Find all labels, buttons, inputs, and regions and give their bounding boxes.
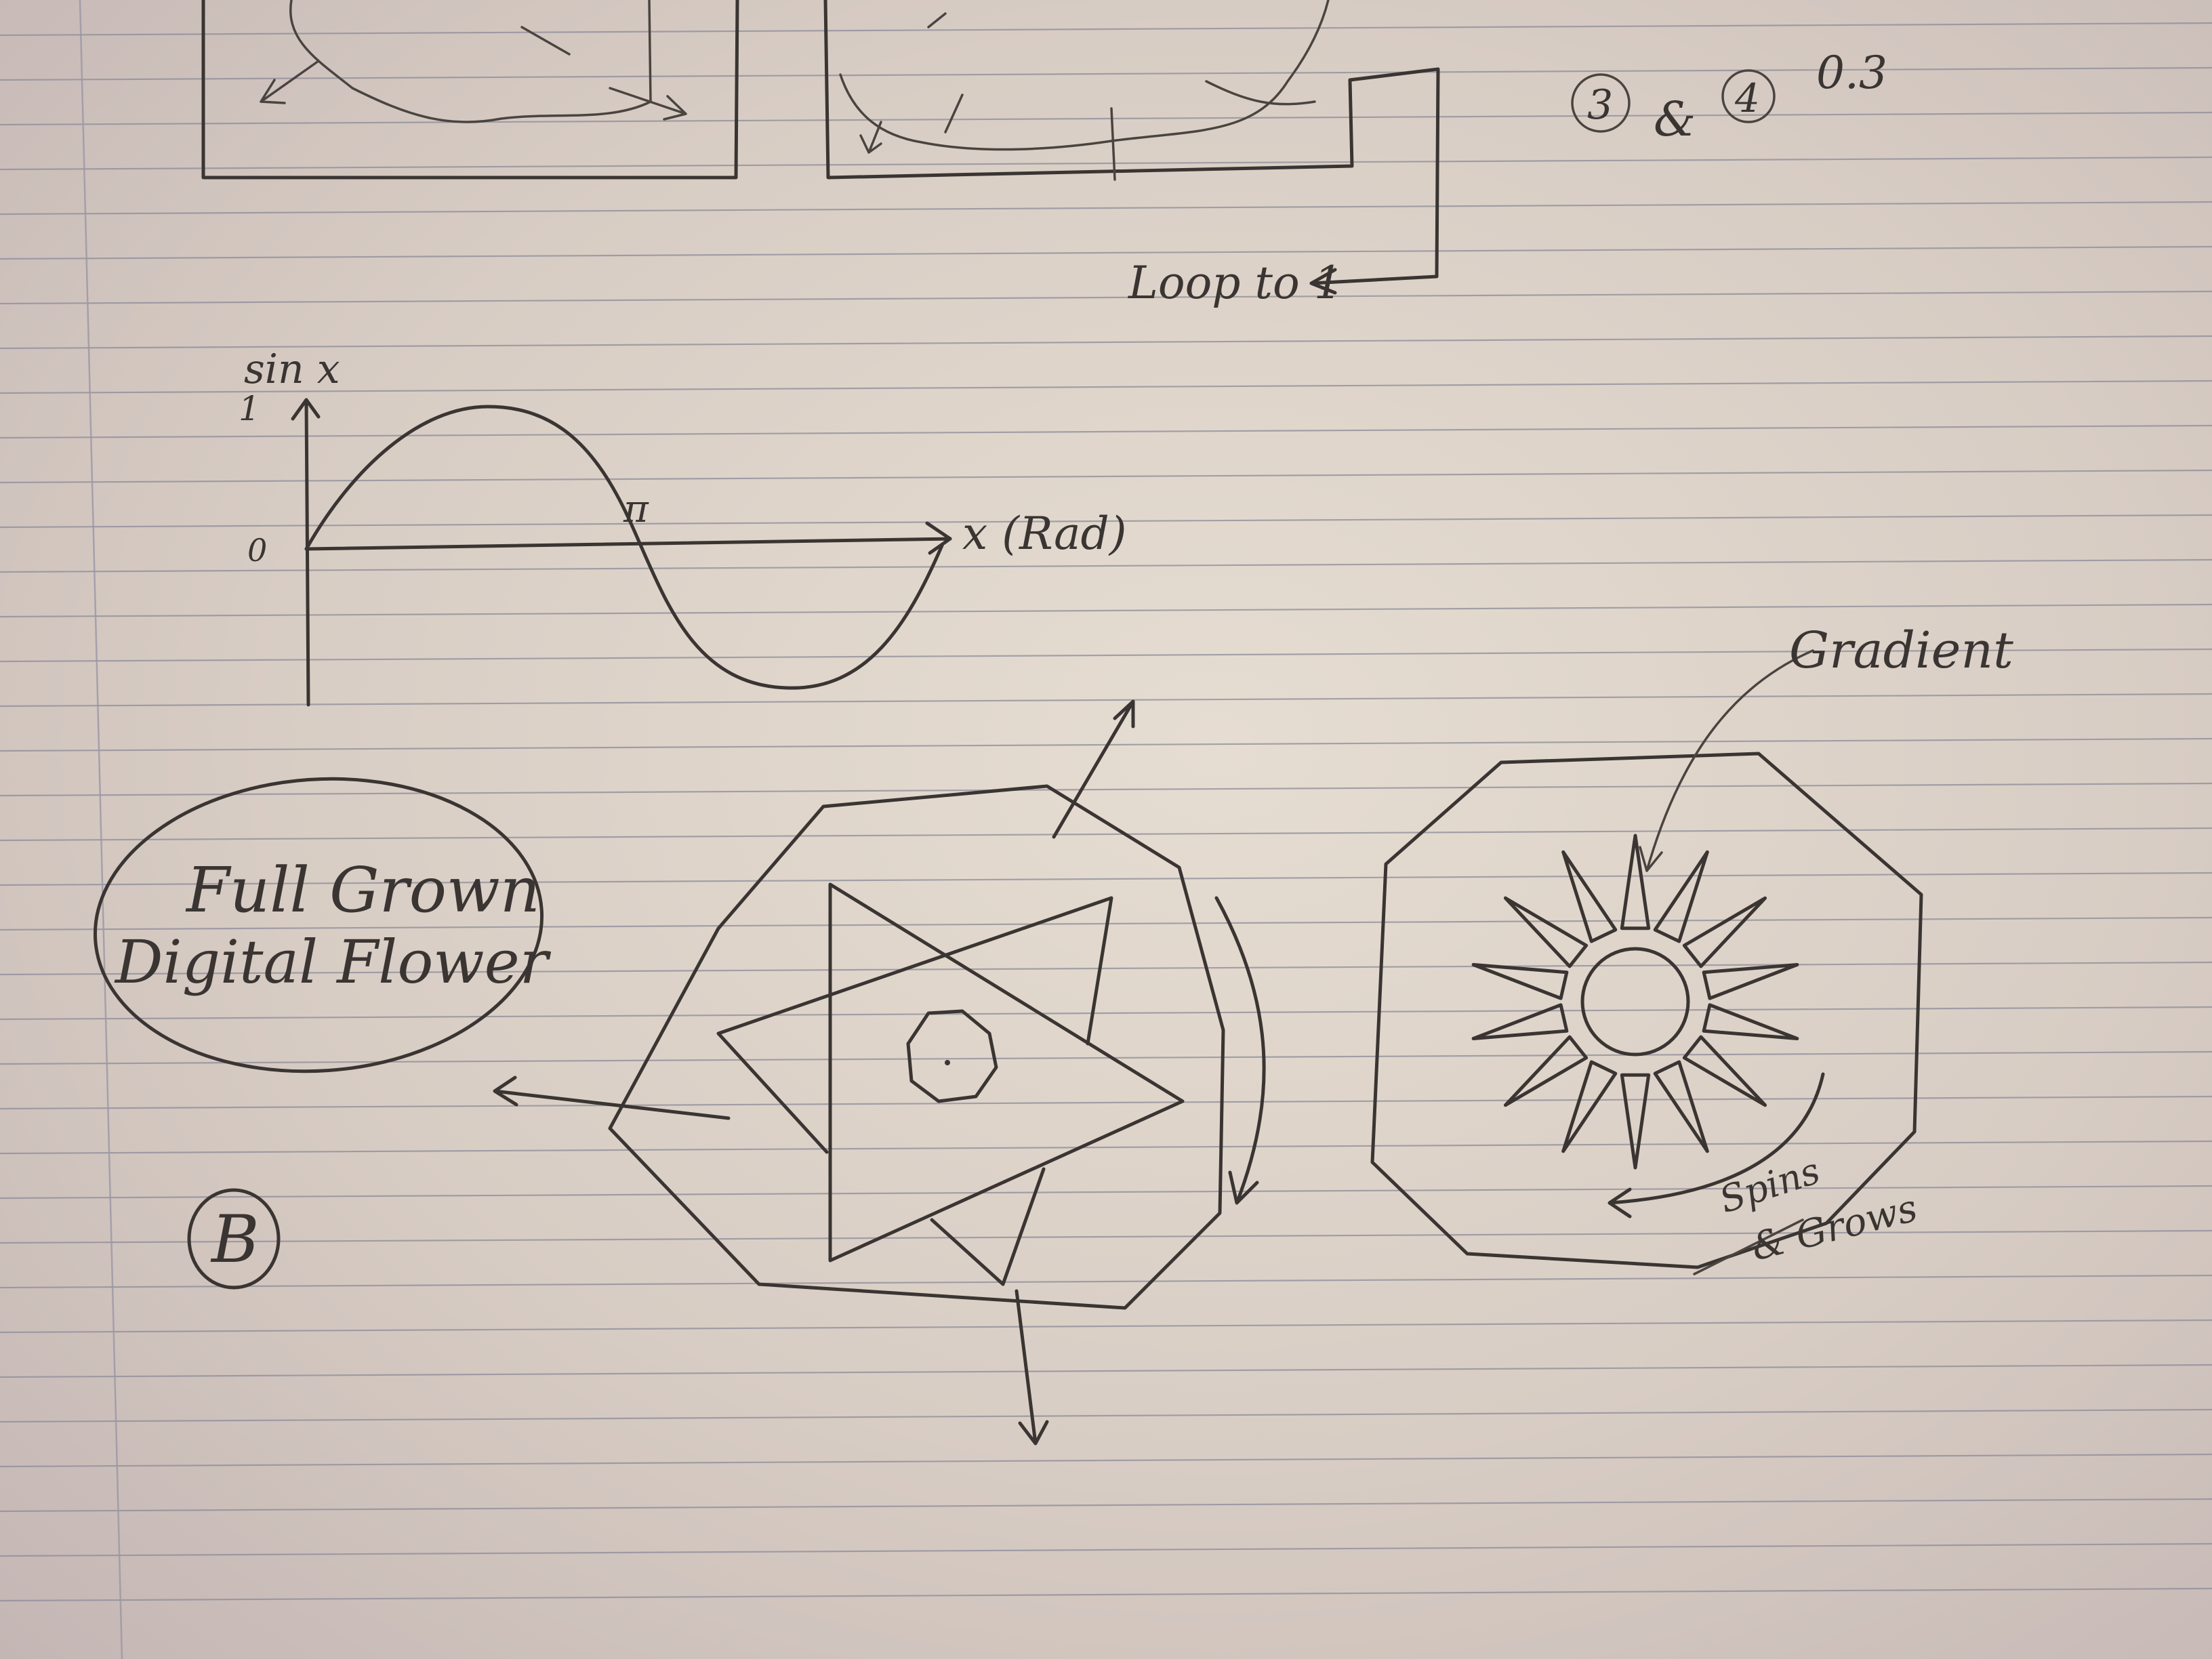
star-spike: [1653, 1060, 1709, 1153]
arrow-up: [1052, 699, 1135, 839]
rule-line: [0, 1498, 2212, 1513]
rule-line: [0, 648, 2212, 663]
top-left-sketch-box: [201, 0, 739, 180]
rule-line: [0, 201, 2212, 216]
rule-line: [0, 156, 2212, 171]
star-spike: [1682, 1035, 1767, 1107]
triangle-large: [828, 882, 1185, 1263]
star-spike: [1653, 850, 1709, 943]
rule-line: [0, 558, 2212, 573]
ampersand-mark: &: [1654, 91, 1696, 147]
oval-line-2: Digital Flower: [114, 927, 552, 997]
star-spike: [1682, 896, 1767, 968]
pi-label: π: [623, 487, 649, 531]
margin-line: [79, 0, 123, 1659]
spins-arrow: [1607, 1072, 1825, 1218]
star-spike: [1503, 1035, 1589, 1107]
star-spike: [1561, 1060, 1618, 1153]
rule-line: [0, 335, 2212, 350]
rule-line: [0, 603, 2212, 618]
circled-number-4: 4: [1721, 69, 1776, 123]
rule-line: [0, 1185, 2212, 1200]
center-dot: [945, 1060, 950, 1065]
star-spike: [1702, 1003, 1799, 1041]
rule-line: [0, 380, 2212, 394]
star-spike: [1620, 1073, 1651, 1170]
top-middle-sketch-box: [823, 0, 1440, 295]
rule-line: [0, 872, 2212, 886]
star-spike: [1503, 896, 1589, 968]
sin-axis-label: sin x: [244, 346, 340, 393]
sin-one-tick: 1: [239, 389, 260, 428]
value-top-right: 0.3: [1816, 47, 1887, 99]
rule-line: [0, 827, 2212, 842]
spins-underline: [1693, 1218, 1804, 1275]
rule-line: [0, 1229, 2212, 1244]
rule-line: [0, 1587, 2212, 1602]
gradient-pointer: [1639, 649, 1814, 872]
arrow-down: [1015, 1289, 1049, 1446]
star-spikes: [1471, 834, 1799, 1170]
circled-letter-b: B: [187, 1188, 281, 1290]
right-outer-octagon: [1370, 752, 1923, 1269]
gradient-label: Gradient: [1789, 621, 2013, 680]
spin-arrow: [1214, 896, 1266, 1205]
rule-line: [0, 290, 2212, 305]
svg-text:4: 4: [1734, 75, 1760, 121]
svg-text:3: 3: [1587, 81, 1613, 129]
rule-line: [0, 1319, 2212, 1334]
rule-line: [0, 1274, 2212, 1289]
rule-line: [0, 1050, 2212, 1065]
star-spike: [1702, 962, 1799, 1000]
rule-line: [0, 22, 2212, 37]
arrow-left: [493, 1076, 731, 1120]
star-spike: [1471, 962, 1569, 1000]
sin-zero-tick: 0: [247, 532, 267, 569]
rule-line: [0, 961, 2212, 976]
inner-octagon: [906, 1009, 998, 1103]
right-center-circle: [1580, 947, 1690, 1057]
rule-line: [0, 693, 2212, 708]
sine-graph: [291, 398, 952, 707]
rule-line: [0, 469, 2212, 484]
rule-line: [0, 111, 2212, 126]
star-spike: [1471, 1003, 1569, 1041]
right-flower-sketch: [1370, 649, 1923, 1275]
spins-line-1: Spins: [1715, 1149, 1825, 1222]
flower-title-oval: [93, 777, 544, 1073]
svg-text:B: B: [210, 1202, 260, 1277]
rule-line: [0, 424, 2212, 439]
middle-flower-sketch: [493, 699, 1266, 1446]
loop-label: Loop to 1: [1128, 257, 1343, 309]
sine-y-axis: [304, 398, 310, 707]
sine-x-axis: [304, 537, 952, 551]
rule-line: [0, 782, 2212, 797]
sine-curve: [304, 405, 944, 690]
star-spike: [1561, 850, 1618, 943]
rule-line: [0, 1453, 2212, 1468]
rule-line: [0, 66, 2212, 81]
rule-line: [0, 1542, 2212, 1557]
oval-line-1: Full Grown: [185, 854, 540, 926]
star-spike: [1620, 834, 1651, 930]
triangle-back: [716, 896, 1113, 1286]
rule-line: [0, 1140, 2212, 1155]
circled-number-3: 3: [1571, 73, 1631, 133]
rule-line: [0, 1095, 2212, 1110]
rule-line: [0, 1006, 2212, 1021]
outer-octagon: [608, 784, 1225, 1310]
x-axis-label: x (Rad): [962, 508, 1127, 560]
rule-line: [0, 1364, 2212, 1378]
rule-line: [0, 514, 2212, 529]
rule-line: [0, 1408, 2212, 1423]
rule-line: [0, 245, 2212, 260]
